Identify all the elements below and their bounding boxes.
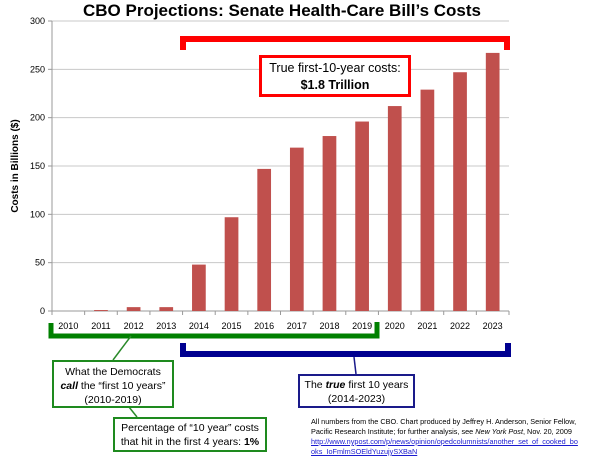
bar-2023 <box>485 52 500 312</box>
bar-2014 <box>192 264 206 311</box>
x-tick-label: 2013 <box>156 321 176 331</box>
x-tick-label: 2015 <box>222 321 242 331</box>
x-tick-label: 2020 <box>385 321 405 331</box>
navy-callout-connector <box>353 356 357 375</box>
source-line2-pre: Pacific Research Institute; for further … <box>311 427 476 436</box>
bar-2017 <box>289 147 304 311</box>
chart-title: CBO Projections: Senate Health-Care Bill… <box>83 1 481 20</box>
democrats-line3: (2010-2019) <box>84 394 142 406</box>
y-tick-label: 50 <box>35 258 45 268</box>
democrats-line2-rest: the “first 10 years” <box>77 380 166 392</box>
democrats-line2: call the “first 10 years” <box>58 379 168 393</box>
source-publication: New York Post <box>475 427 523 436</box>
true-ten-post: first 10 years <box>345 379 409 391</box>
y-axis-label: Costs in Billions ($) <box>10 119 21 212</box>
true-ten-line2: (2014-2023) <box>327 393 386 405</box>
x-tick-marks <box>51 311 510 315</box>
green-bracket <box>48 322 380 339</box>
bar-2021 <box>420 89 435 311</box>
percentage-line1: Percentage of “10 year” costs <box>121 422 259 434</box>
percentage-line2: that hit in the first 4 years: 1% <box>118 435 262 449</box>
y-tick-label: 250 <box>30 64 45 74</box>
democrats-callout: What the Democrats call the “first 10 ye… <box>52 360 174 408</box>
x-tick-label: 2012 <box>124 321 144 331</box>
x-tick-label: 2019 <box>352 321 372 331</box>
bar-2019 <box>355 121 369 312</box>
source-line2: Pacific Research Institute; for further … <box>311 427 600 437</box>
bars <box>94 52 500 312</box>
x-tick-label: 2022 <box>450 321 470 331</box>
red-bracket <box>180 36 510 50</box>
x-tick-label: 2011 <box>91 321 110 331</box>
y-tick-label: 150 <box>30 161 45 171</box>
source-link-line1[interactable]: http://www.nypost.com/p/news/opinion/ope… <box>311 437 578 446</box>
y-tick-label: 300 <box>30 16 45 26</box>
bar-2020 <box>387 106 402 311</box>
bar-2015 <box>224 217 239 311</box>
x-tick-label: 2018 <box>319 321 339 331</box>
source-line2-post: , Nov. 20, 2009 <box>523 427 572 436</box>
green-callout-connector <box>112 335 132 361</box>
democrats-line1: What the Democrats <box>65 366 161 378</box>
true-ten-years-callout: The true first 10 years (2014-2023) <box>298 374 415 408</box>
percentage-value: 1% <box>243 436 260 448</box>
y-tick-label: 200 <box>30 113 45 123</box>
y-tick-label: 0 <box>40 306 45 316</box>
true-costs-line1: True first-10-year costs: <box>269 61 401 75</box>
bar-2022 <box>453 72 467 311</box>
navy-bracket <box>180 343 511 357</box>
y-tick-label: 100 <box>30 209 45 219</box>
true-emphasis: true <box>325 379 346 391</box>
x-tick-label: 2014 <box>189 321 209 331</box>
percentage-callout: Percentage of “10 year” costs that hit i… <box>113 417 267 452</box>
democrats-call-emphasis: call <box>60 380 78 392</box>
bar-2012 <box>126 307 141 311</box>
source-note: All numbers from the CBO. Chart produced… <box>311 417 600 457</box>
source-link-line2[interactable]: oks_IoFmlmSOEldYuzujySXBaN <box>311 447 418 456</box>
green-callout-connector-2 <box>128 406 138 418</box>
bar-2016 <box>257 168 272 311</box>
x-tick-label: 2016 <box>254 321 274 331</box>
bar-2013 <box>159 307 174 311</box>
source-line1: All numbers from the CBO. Chart produced… <box>311 417 577 426</box>
bar-2011 <box>94 310 108 311</box>
x-tick-label: 2017 <box>287 321 307 331</box>
x-tick-label: 2010 <box>58 321 78 331</box>
x-tick-label: 2021 <box>417 321 437 331</box>
percentage-line2-text: that hit in the first 4 years: <box>120 436 244 448</box>
true-ten-line1: The true first 10 years <box>303 378 410 392</box>
true-ten-pre: The <box>304 379 326 391</box>
y-tick-labels: 0 50 100 150 200 250 300 <box>30 16 45 316</box>
true-costs-callout: True first-10-year costs: $1.8 Trillion <box>259 55 411 97</box>
bar-2018 <box>322 136 337 311</box>
x-tick-labels: 2010 2011 2012 2013 2014 2015 2016 2017 2018 2019… <box>58 321 502 331</box>
true-costs-amount: $1.8 Trillion <box>300 78 370 92</box>
x-tick-label: 2023 <box>483 321 503 331</box>
